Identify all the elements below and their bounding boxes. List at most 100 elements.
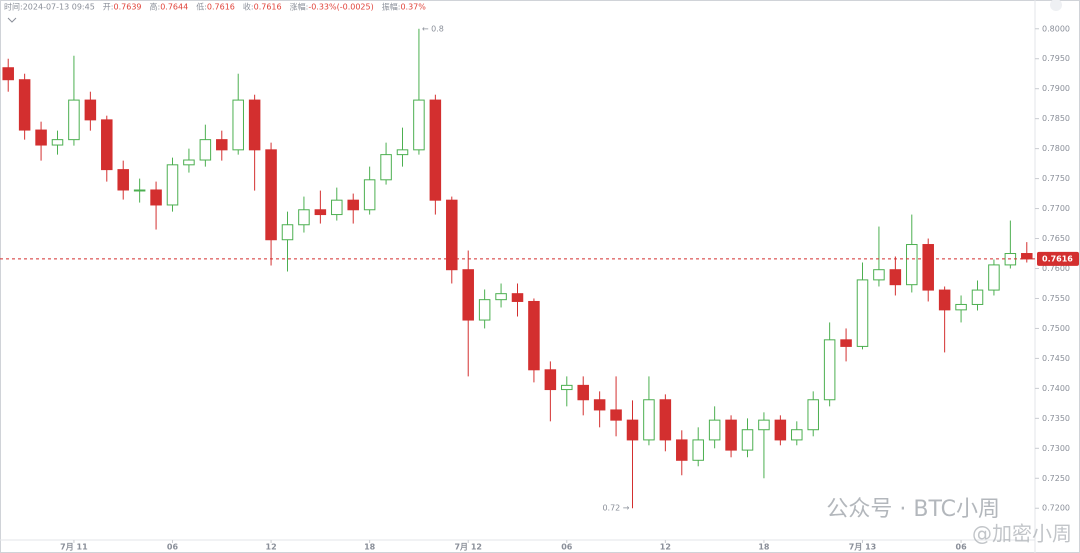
candle-body: [101, 119, 113, 171]
candle-body: [166, 164, 179, 206]
x-tick-label: 06: [167, 543, 179, 552]
candle-body: [577, 384, 589, 401]
candle-body: [807, 399, 819, 431]
price-annotation: ← 0.8: [422, 24, 444, 33]
candle-body: [741, 429, 754, 451]
candle-body: [18, 79, 31, 131]
header-value: 0.7644: [160, 3, 188, 12]
candle-body: [708, 419, 721, 441]
candle-body: [823, 339, 836, 401]
candle-body: [544, 369, 557, 391]
candle-body: [593, 399, 606, 411]
candle-body: [659, 399, 672, 441]
candle-body: [988, 264, 1000, 291]
x-tick-label: 12: [266, 543, 277, 552]
candle-body: [971, 289, 984, 305]
candle-body: [380, 154, 392, 181]
candle-body: [2, 67, 14, 81]
header-value: 0.37%: [400, 3, 426, 12]
candle-body: [955, 303, 967, 311]
x-tick-label: 18: [758, 543, 770, 552]
candle-body: [150, 189, 162, 206]
candle-body: [528, 300, 540, 371]
candle-body: [873, 269, 885, 281]
y-tick-label: 0.7550: [1042, 294, 1070, 303]
candle-body: [331, 199, 343, 216]
y-tick-label: 0.7800: [1042, 144, 1070, 153]
y-tick-label: 0.7300: [1042, 444, 1070, 453]
watermark: @加密小周: [972, 522, 1072, 546]
candle-body: [889, 269, 902, 286]
header-label: 涨幅:: [290, 2, 309, 12]
candle-body: [68, 99, 80, 141]
y-tick-label: 0.7600: [1042, 264, 1070, 273]
candle-body: [35, 129, 47, 146]
candle-body: [413, 99, 425, 151]
candle-body: [840, 339, 852, 347]
candle-body: [133, 189, 146, 192]
candle-body: [692, 439, 704, 461]
x-tick-label: 06: [561, 543, 573, 552]
candle-body: [511, 293, 524, 302]
y-tick-label: 0.7900: [1042, 84, 1070, 93]
candle-body: [626, 419, 639, 441]
x-tick-label: 18: [364, 543, 376, 552]
candle-body: [938, 289, 951, 311]
y-tick-label: 0.7500: [1042, 324, 1070, 333]
candle-body: [610, 409, 622, 421]
y-tick-label: 0.7200: [1042, 504, 1070, 513]
candle-body: [363, 179, 376, 211]
candle-body: [265, 149, 277, 241]
candle-body: [922, 244, 934, 291]
candle-body: [906, 244, 918, 286]
header: 时间: 2024-07-13 09:45 开: 0.7639 高: 0.7644 低: 0.7…: [4, 2, 426, 12]
header-value: -0.33%(-0.0025): [308, 3, 373, 12]
collapse-icon[interactable]: [7, 17, 17, 23]
candle-body: [298, 209, 310, 226]
header-label: 收:: [243, 2, 254, 12]
candle-body: [314, 209, 327, 216]
y-tick-label: 0.7250: [1042, 474, 1070, 483]
y-tick-label: 0.7400: [1042, 384, 1070, 393]
y-tick-label: 0.7850: [1042, 114, 1070, 123]
candle-body: [216, 139, 228, 151]
last-price-box: [1037, 251, 1079, 266]
y-tick-label: 0.7700: [1042, 204, 1070, 213]
candle-body: [856, 279, 869, 347]
candle-body: [248, 99, 261, 151]
axes: 0.7200 0.7250 0.7300 0.7350 0.7400 0.7450 0.75…: [60, 24, 1079, 552]
y-tick-label: 0.7750: [1042, 174, 1070, 183]
candle-body: [676, 439, 688, 461]
settings-button[interactable]: [1050, 0, 1062, 11]
y-tick-label: 0.8000: [1042, 24, 1070, 33]
candle-body: [183, 159, 195, 166]
y-tick-label: 0.7950: [1042, 54, 1070, 63]
watermark: 公众号 · BTC小周: [826, 497, 1000, 522]
candle-body: [281, 224, 294, 241]
candle-body: [117, 169, 129, 191]
candle-body: [51, 139, 64, 146]
header-label: 高:: [150, 2, 161, 12]
candle-body: [429, 99, 442, 201]
candle-body: [774, 419, 787, 441]
candle-body: [495, 293, 507, 301]
price-annotation: 0.72 →: [602, 504, 629, 513]
plot-area: ← 0.8 0.72 →: [0, 24, 1035, 513]
candle-body: [758, 419, 770, 431]
candle-body: [561, 384, 573, 391]
x-tick-label: 12: [660, 543, 671, 552]
header-label: 时间:: [4, 2, 23, 12]
x-tick-label: 7月 13: [849, 543, 876, 552]
header-value: 0.7616: [254, 3, 282, 12]
last-price-label: 0.7616: [1042, 254, 1073, 263]
candle-body: [478, 299, 491, 321]
candle-body: [725, 419, 737, 451]
x-tick-label: 06: [956, 543, 968, 552]
candle-body: [1021, 253, 1033, 260]
header-label: 振幅:: [382, 2, 401, 12]
candle-body: [232, 99, 244, 151]
header-value: 0.7616: [207, 3, 235, 12]
header-label: 低:: [196, 2, 207, 12]
